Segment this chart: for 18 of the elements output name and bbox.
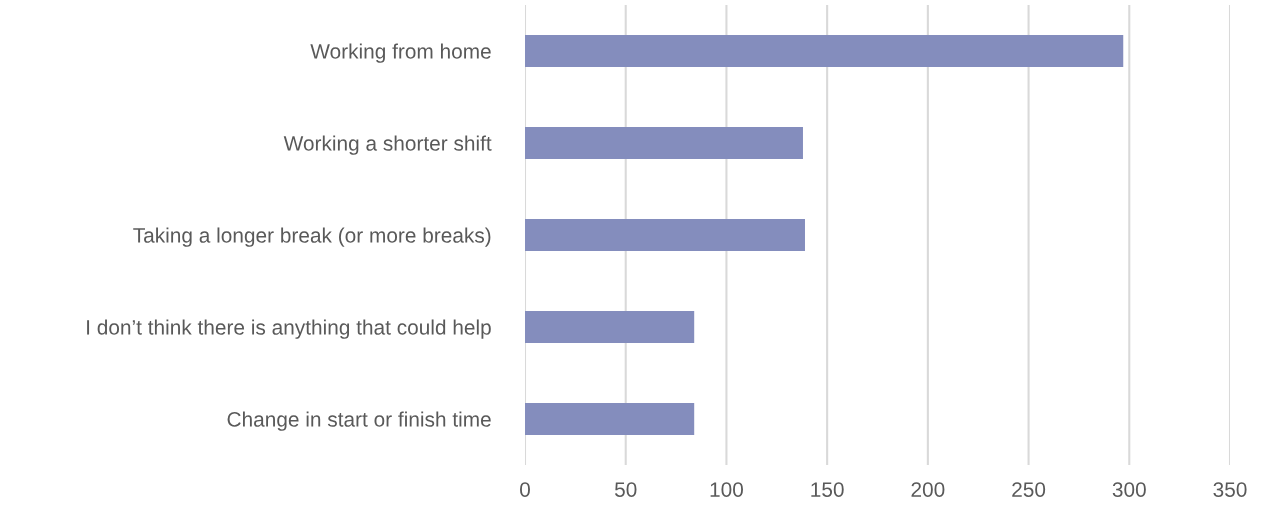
x-tick-label: 350 — [1213, 482, 1247, 497]
y-tick-label: Working a shorter shift — [283, 135, 492, 155]
y-tick-label: I don’t think there is anything that could help — [87, 319, 491, 339]
y-tick-label: Taking a longer break (or more breaks) — [133, 227, 491, 247]
y-tick-label: Working from home — [310, 43, 491, 63]
bar — [525, 126, 803, 160]
x-tick-label: 250 — [1012, 482, 1046, 497]
x-tick-label: 150 — [811, 482, 844, 497]
x-tick-label: 300 — [1112, 482, 1146, 497]
x-tick-label: 200 — [911, 482, 945, 497]
x-tick-label: 100 — [710, 482, 743, 497]
bar — [525, 218, 805, 252]
bar — [525, 310, 695, 344]
bar — [525, 34, 1124, 68]
y-tick-label: Change in start or finish time — [227, 411, 491, 431]
bar — [525, 402, 695, 436]
x-tick-label: 50 — [614, 482, 637, 497]
x-tick-label: 0 — [520, 482, 530, 497]
